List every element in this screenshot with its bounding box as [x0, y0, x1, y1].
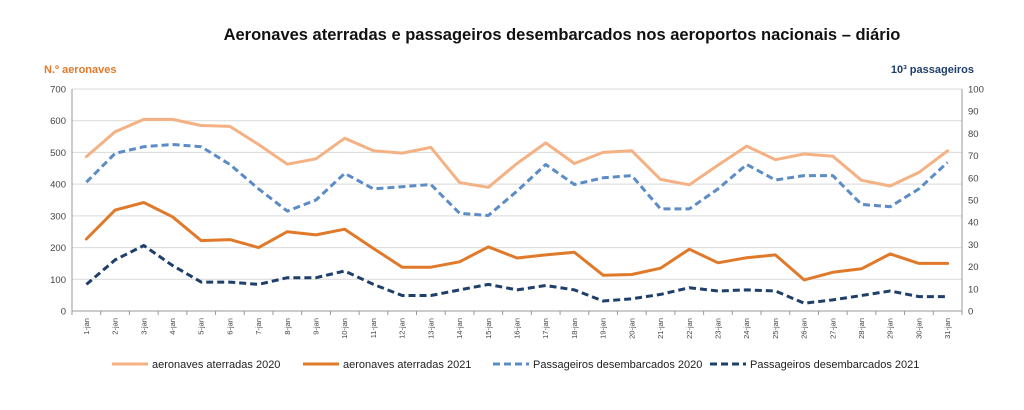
left-axis-label: N.º aeronaves: [44, 64, 117, 76]
left-tick-label: 200: [50, 243, 66, 254]
x-tick-label: 28-jan: [857, 318, 866, 339]
left-tick-label: 0: [61, 307, 66, 318]
x-tick-label: 7-jan: [254, 318, 263, 335]
x-tick-label: 3-jan: [139, 318, 148, 335]
right-tick-label: 0: [968, 307, 973, 318]
right-tick-label: 80: [968, 129, 979, 140]
x-tick-label: 9-jan: [312, 318, 321, 335]
right-tick-label: 70: [968, 151, 979, 162]
x-tick-label: 18-jan: [570, 318, 579, 339]
grid-layer: [72, 88, 962, 312]
axis-layer: 0 100 200 300 400 500 600 700 0 10 20 30 40 50 60 70 80 9…: [50, 85, 984, 339]
right-tick-label: 40: [968, 218, 979, 229]
x-tick-label: 11-jan: [369, 318, 378, 338]
series-line-2: [84, 201, 950, 282]
x-tick-label: 26-jan: [800, 318, 809, 339]
left-tick-label: 500: [50, 148, 66, 159]
legend: aeronaves aterradas 2020 aeronaves aterra…: [112, 359, 919, 371]
right-tick-label: 60: [968, 173, 979, 184]
x-tick-label: 1-jan: [82, 318, 91, 335]
x-tick-label: 22-jan: [685, 318, 694, 339]
right-tick-label: 10: [968, 284, 979, 295]
x-tick-label: 2-jan: [111, 318, 120, 335]
x-tick-label: 12-jan: [398, 318, 407, 339]
left-tick-label: 400: [50, 180, 66, 191]
left-tick-label: 600: [50, 116, 66, 127]
legend-label-1: aeronaves aterradas 2020: [152, 359, 280, 371]
x-tick-label: 8-jan: [283, 318, 292, 335]
x-tick-label: 21-jan: [656, 318, 665, 339]
series-line-3: [85, 143, 949, 217]
x-tick-label: 14-jan: [455, 318, 464, 339]
right-tick-label: 30: [968, 240, 979, 251]
legend-label-4: Passageiros desembarcados 2021: [750, 359, 919, 371]
x-tick-label: 13-jan: [426, 318, 435, 339]
x-tick-label: 20-jan: [627, 318, 636, 339]
right-tick-label: 20: [968, 262, 979, 273]
left-tick-label: 300: [50, 211, 66, 222]
left-tick-label: 100: [50, 275, 66, 286]
series-line-4: [85, 244, 948, 305]
x-tick-label: 15-jan: [484, 318, 493, 339]
legend-label-3: Passageiros desembarcados 2020: [533, 359, 702, 371]
x-tick-label: 25-jan: [771, 318, 780, 339]
x-tick-label: 29-jan: [886, 318, 895, 339]
x-tick-label: 31-jan: [943, 318, 952, 339]
series-line-1: [84, 117, 950, 189]
x-tick-label: 6-jan: [225, 318, 234, 335]
x-tick-label: 5-jan: [197, 318, 206, 335]
right-tick-label: 90: [968, 107, 979, 118]
x-tick-label: 23-jan: [713, 318, 722, 339]
legend-label-2: aeronaves aterradas 2021: [343, 359, 471, 371]
right-axis-label: 10³ passageiros: [890, 64, 974, 76]
chart-title: Aeronaves aterradas e passageiros desemb…: [223, 26, 901, 44]
right-tick-label: 100: [968, 85, 984, 96]
x-tick-label: 4-jan: [168, 318, 177, 335]
x-tick-label: 19-jan: [599, 318, 608, 339]
series-layer: [84, 117, 950, 305]
right-tick-label: 50: [968, 196, 979, 207]
x-tick-label: 24-jan: [742, 318, 751, 339]
x-tick-label: 17-jan: [541, 318, 550, 339]
x-tick-label: 30-jan: [914, 318, 923, 339]
left-tick-label: 700: [50, 85, 66, 96]
x-tick-label: 27-jan: [828, 318, 837, 339]
x-tick-label: 16-jan: [513, 318, 522, 339]
x-tick-label: 10-jan: [340, 318, 349, 339]
